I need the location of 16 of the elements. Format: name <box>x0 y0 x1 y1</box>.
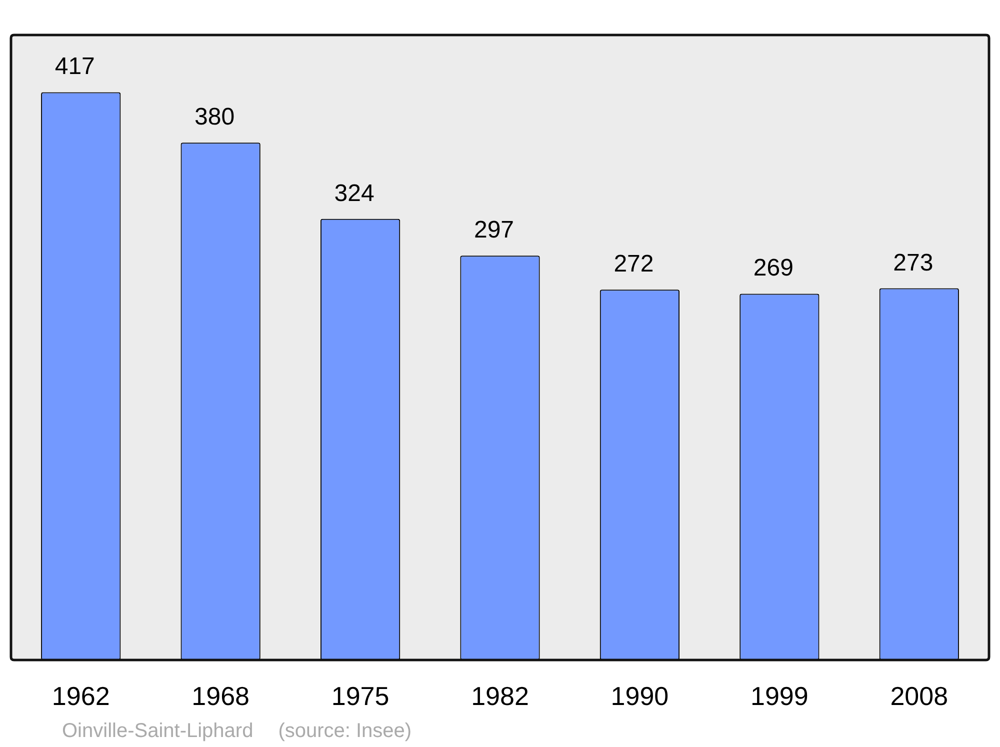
text: (source: Insee) <box>278 720 412 742</box>
data-label: 269 <box>753 254 794 282</box>
data-label: 297 <box>474 216 514 244</box>
x-tick-label: 2008 <box>890 680 948 711</box>
x-tick-label: 1962 <box>52 680 110 711</box>
x-tick-label: 1999 <box>750 680 808 711</box>
data-label: 273 <box>893 249 934 276</box>
x-tick-label: 1975 <box>331 680 390 711</box>
data-label: 417 <box>54 53 95 80</box>
data-label: 324 <box>334 180 374 207</box>
text: Oinville-Saint-Liphard <box>62 720 254 742</box>
x-tick-label: 1968 <box>192 680 250 711</box>
data-label: 380 <box>194 104 235 131</box>
x-tick-label: 1990 <box>610 680 669 711</box>
data-label: 272 <box>614 250 654 278</box>
x-tick-label: 1982 <box>471 680 529 711</box>
